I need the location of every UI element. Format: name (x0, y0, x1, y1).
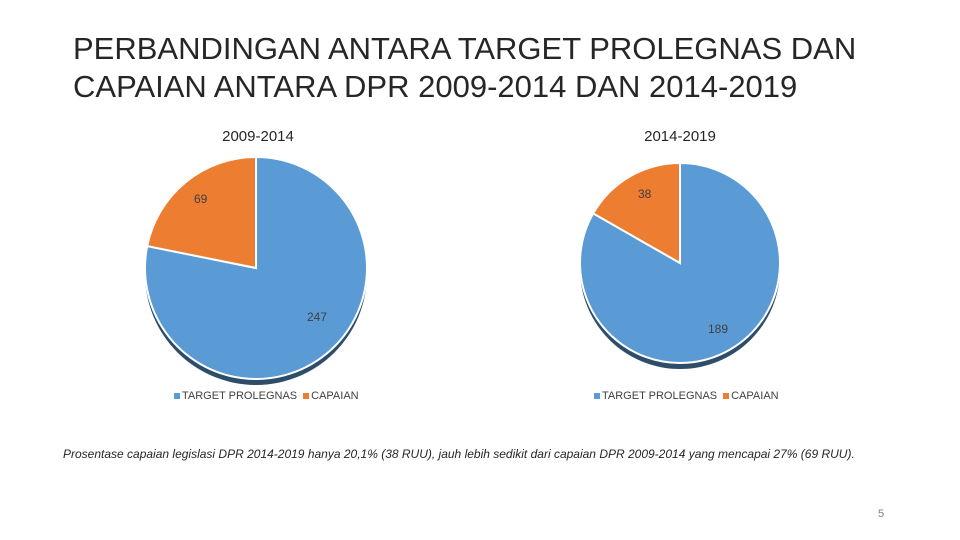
legend-item-target: TARGET PROLEGNAS (174, 390, 297, 402)
data-label-target: 247 (307, 310, 327, 324)
page-number: 5 (878, 508, 885, 520)
pie-chart-2009-2014: 2009-2014 247 69 TARGET PROLEGNAS CAPAIAN (110, 120, 440, 410)
chart-title: 2014-2019 (644, 128, 716, 145)
pie-slice-capaian (146, 155, 257, 270)
data-label-target: 189 (708, 322, 728, 336)
legend-label-target: TARGET PROLEGNAS (182, 390, 298, 402)
pie-svg: 247 69 (144, 155, 368, 385)
pie-chart-2014-2019: 2014-2019 189 38 TARGET PROLEGNAS CAPAIAN (530, 120, 860, 410)
legend-item-target: TARGET PROLEGNAS (594, 390, 717, 402)
pie-svg: 189 38 (579, 161, 781, 369)
pie-slice-capaian (591, 161, 681, 265)
chart-title: 2009-2014 (222, 128, 294, 145)
legend-swatch-capaian (723, 393, 730, 399)
chart-legend: TARGET PROLEGNAS CAPAIAN (594, 390, 785, 402)
legend-item-capaian: CAPAIAN (303, 390, 359, 402)
legend-swatch-target (174, 393, 180, 399)
slide-title-line-2: CAPAIAN ANTARA DPR 2009-2014 DAN 2014-20… (73, 69, 798, 104)
legend-label-capaian: CAPAIAN (731, 390, 779, 402)
legend-label-target: TARGET PROLEGNAS (602, 390, 718, 402)
data-label-capaian: 69 (194, 192, 208, 206)
legend-item-capaian: CAPAIAN (723, 390, 779, 402)
legend-swatch-target (594, 393, 600, 399)
slide-title: PERBANDINGAN ANTARA TARGET PROLEGNAS DAN… (73, 30, 893, 106)
slide-title-line-1: PERBANDINGAN ANTARA TARGET PROLEGNAS DAN (73, 31, 857, 66)
data-label-capaian: 38 (638, 187, 652, 201)
legend-label-capaian: CAPAIAN (311, 390, 359, 402)
footnote-text: Prosentase capaian legislasi DPR 2014-20… (63, 447, 855, 461)
legend-swatch-capaian (303, 393, 310, 399)
chart-legend: TARGET PROLEGNAS CAPAIAN (174, 390, 365, 402)
